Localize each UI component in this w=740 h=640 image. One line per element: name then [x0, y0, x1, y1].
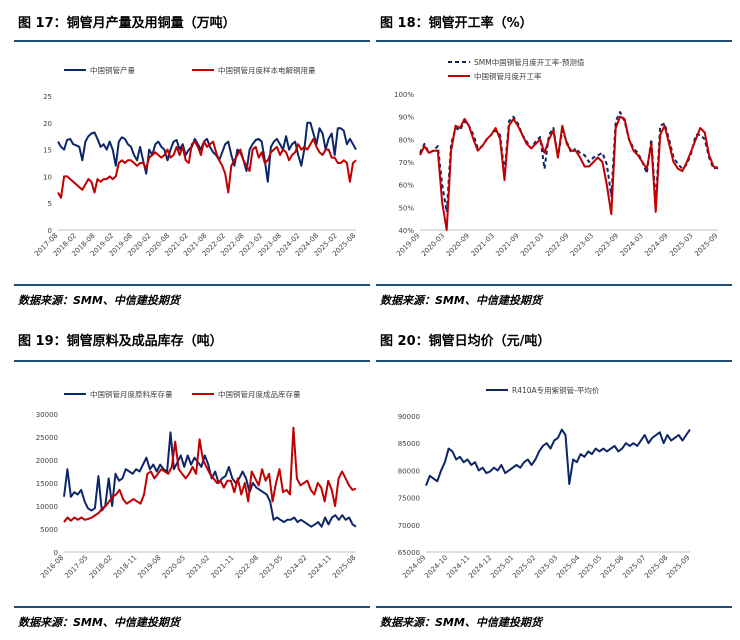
- x-tick-label: 2025-09: [693, 232, 719, 258]
- figure-17-source: 数据来源：SMM、中信建投期货: [18, 294, 180, 307]
- legend-label: 中国铜管月度样本电解铜用量: [218, 65, 316, 75]
- legend-label: 中国铜管月度原料库存量: [90, 389, 173, 399]
- chart-copper-tube-operating-rate: 40% 50% 60% 70% 80% 90% 100% 2019-092020-032020…: [394, 57, 719, 258]
- x-tick-label: 2024-03: [619, 232, 645, 258]
- figure-20-panel: 图 20：铜管日均价（元/吨） 65000 70000 75000 80000 8500…: [376, 318, 736, 640]
- y-tick-label: 70000: [398, 522, 420, 530]
- legend-label: R410A专用紫铜管-平均价: [512, 385, 600, 395]
- chart-copper-tube-daily-price: 6500070000750008000085000900002024-09202…: [398, 385, 692, 580]
- x-tick-label: 2020-05: [161, 554, 187, 580]
- bottom-rule: [14, 606, 370, 608]
- y-tick-label: 90%: [398, 114, 414, 122]
- y-tick-label: 80000: [398, 467, 420, 475]
- y-tick-label: 60%: [398, 182, 414, 190]
- bottom-rule: [376, 606, 732, 608]
- y-tick-label: 20: [43, 120, 52, 128]
- y-tick-label: 5: [48, 200, 52, 208]
- bottom-rule: [14, 284, 370, 286]
- x-tick-label: 2019-08: [136, 554, 162, 580]
- y-tick-label: 90000: [398, 413, 420, 421]
- y-tick-label: 20000: [36, 457, 58, 465]
- x-tick-label: 2024-09: [643, 232, 669, 258]
- y-tick-label: 85000: [398, 440, 420, 448]
- top-rule: [14, 360, 370, 362]
- y-tick-label: 70%: [398, 159, 414, 167]
- chart-copper-tube-inventory: 0500010000150002000025000300002016-08201…: [36, 389, 358, 580]
- x-tick-label: 2024-02: [282, 554, 308, 580]
- x-tick-label: 2021-11: [209, 554, 235, 580]
- x-tick-label: 2025-08: [331, 554, 357, 580]
- x-tick-label: 2016-08: [39, 554, 65, 580]
- figure-18-panel: 图 18：铜管开工率（%） 40% 50% 60% 70% 80% 90% 100% 2019…: [376, 0, 736, 316]
- x-tick-label: 2017-05: [63, 554, 89, 580]
- series-line-2: [57, 137, 357, 199]
- y-tick-label: 100%: [394, 91, 414, 99]
- x-tick-label: 2023-05: [258, 554, 284, 580]
- figure-19-panel: 图 19：铜管原料及成品库存（吨） 0 5000 10000 15000 20000 25…: [14, 318, 374, 640]
- x-tick-label: 2025-03: [668, 232, 694, 258]
- figure-18-title: 图 18：铜管开工率（%）: [380, 16, 533, 31]
- x-tick-label: 2018-02: [88, 554, 114, 580]
- y-tick-label: 0: [48, 227, 52, 235]
- x-tick-label: 2025-09: [665, 554, 691, 580]
- top-rule: [376, 360, 732, 362]
- figure-17-panel: 图 17：铜管月产量及用铜量（万吨） 0 5 10 15 20 25 2017-08 2018…: [14, 0, 374, 316]
- x-tick-label: 2024-11: [307, 554, 333, 580]
- y-tick-label: 15000: [36, 480, 58, 488]
- figure-20-source: 数据来源：SMM、中信建投期货: [380, 616, 542, 629]
- figure-19-source: 数据来源：SMM、中信建投期货: [18, 616, 180, 629]
- top-rule: [14, 40, 370, 42]
- series-line-1: [57, 121, 357, 183]
- x-tick-label: 2021-09: [494, 232, 520, 258]
- y-tick-label: 65000: [398, 549, 420, 557]
- y-tick-label: 10: [43, 173, 52, 181]
- y-tick-label: 10000: [36, 503, 58, 511]
- y-tick-label: 40%: [398, 227, 414, 235]
- y-tick-label: 25: [43, 93, 52, 101]
- x-tick-label: 2021-02: [185, 554, 211, 580]
- top-rule: [376, 40, 732, 42]
- series-line-1: [63, 431, 357, 528]
- x-tick-label: 2020-03: [420, 232, 446, 258]
- x-tick-label: 2019-09: [395, 232, 421, 258]
- y-tick-label: 15: [43, 147, 52, 155]
- y-tick-label: 25000: [36, 434, 58, 442]
- y-tick-label: 5000: [40, 526, 58, 534]
- x-tick-label: 2020-09: [445, 232, 471, 258]
- series-line-1: [425, 428, 691, 486]
- legend-label: 中国铜管月度成品库存量: [218, 389, 301, 399]
- x-tick-label: 2022-03: [519, 232, 545, 258]
- y-tick-label: 75000: [398, 495, 420, 503]
- x-tick-label: 2023-03: [569, 232, 595, 258]
- series-line-2: [419, 115, 719, 231]
- x-tick-label: 2022-08: [234, 554, 260, 580]
- x-tick-label: 2022-09: [544, 232, 570, 258]
- series-line-2: [63, 426, 357, 523]
- legend-label: SMM中国铜管月度开工率-预测值: [474, 57, 585, 67]
- legend-label: 中国铜管产量: [90, 65, 135, 75]
- figure-18-source: 数据来源：SMM、中信建投期货: [380, 294, 542, 307]
- x-tick-label: 2023-09: [594, 232, 620, 258]
- figure-17-title: 图 17：铜管月产量及用铜量（万吨）: [18, 16, 236, 31]
- legend-label: 中国铜管月度开工率: [474, 71, 542, 81]
- y-tick-label: 50%: [398, 204, 414, 212]
- figure-20-title: 图 20：铜管日均价（元/吨）: [380, 334, 551, 349]
- bottom-rule: [376, 284, 732, 286]
- chart-copper-tube-output: 05101520252017-082018-022018-082019-0220…: [33, 65, 357, 258]
- x-tick-label: 2021-03: [470, 232, 496, 258]
- y-tick-label: 30000: [36, 411, 58, 419]
- figure-19-title: 图 19：铜管原料及成品库存（吨）: [18, 334, 223, 349]
- x-tick-label: 2018-11: [112, 554, 138, 580]
- y-tick-label: 0: [54, 549, 58, 557]
- y-tick-label: 80%: [398, 136, 414, 144]
